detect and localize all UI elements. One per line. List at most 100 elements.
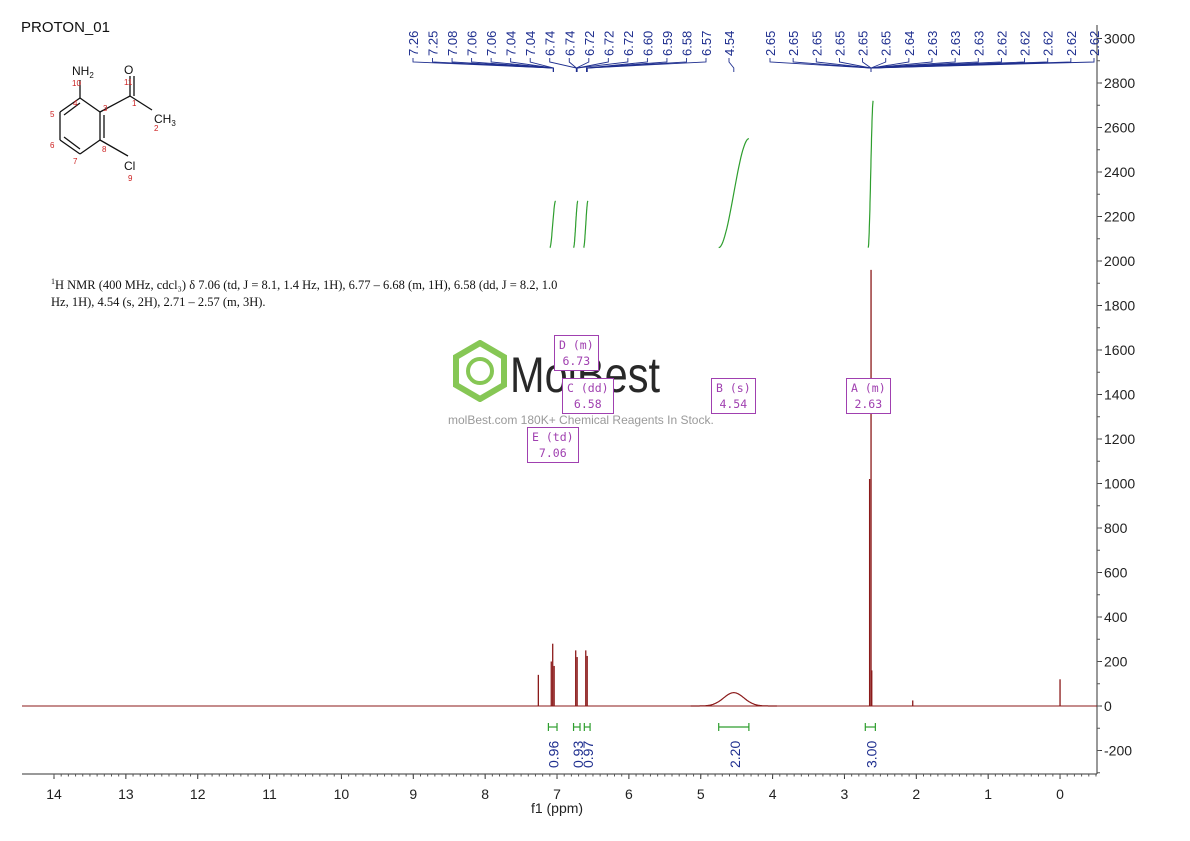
x-tick-label: 14 bbox=[46, 786, 62, 802]
peak-label-leader bbox=[870, 58, 1095, 72]
chlorine-label: Cl bbox=[124, 159, 135, 173]
x-tick-label: 3 bbox=[841, 786, 849, 802]
y-tick-label: 600 bbox=[1104, 565, 1128, 581]
y-tick-label: 1400 bbox=[1104, 387, 1135, 403]
integral-curve bbox=[573, 200, 579, 249]
nucleus-superscript: 1 bbox=[51, 277, 55, 286]
multiplet-shift: 7.06 bbox=[538, 446, 567, 460]
atom-index-6: 6 bbox=[50, 141, 55, 150]
peak-label: 2.63 bbox=[948, 31, 963, 56]
nh2-label: NH2 bbox=[72, 64, 94, 80]
y-tick-label: 1200 bbox=[1104, 431, 1135, 447]
peak-label: 6.74 bbox=[543, 31, 558, 56]
multiplet-name: B (s) bbox=[716, 381, 751, 395]
x-tick-label: 12 bbox=[190, 786, 206, 802]
atom-index-3: 3 bbox=[103, 104, 108, 113]
integral-bars: 0.96 0.930.97 2.20 3.00 bbox=[546, 723, 879, 768]
spectrum-broad-peak bbox=[690, 691, 777, 707]
integral-curves bbox=[549, 100, 874, 249]
atom-index-9: 9 bbox=[128, 174, 133, 183]
atom-index-11: 11 bbox=[124, 78, 133, 87]
y-tick-label: 0 bbox=[1104, 698, 1112, 714]
peak-label-leader bbox=[728, 58, 735, 72]
integral-curve bbox=[718, 138, 750, 249]
description-line-2: Hz, 1H), 4.54 (s, 2H), 2.71 – 2.57 (m, 3… bbox=[51, 295, 266, 310]
integral-value: 0.93 bbox=[570, 741, 586, 768]
peak-label: 6.60 bbox=[640, 31, 655, 56]
multiplet-name: C (dd) bbox=[567, 381, 609, 395]
peak-label: 2.63 bbox=[925, 31, 940, 56]
y-tick-label: -200 bbox=[1104, 743, 1132, 759]
nmr-description: 1H NMR (400 MHz, cdcl₃) δ 7.06 (td, J = … bbox=[51, 273, 611, 311]
peak-label: 2.62 bbox=[1041, 31, 1056, 56]
y-tick-label: 1600 bbox=[1104, 342, 1135, 358]
integral-curve bbox=[583, 200, 589, 249]
peak-label: 2.62 bbox=[1064, 31, 1079, 56]
x-tick-label: 6 bbox=[625, 786, 633, 802]
peak-label: 6.59 bbox=[660, 31, 675, 56]
atom-index-7: 7 bbox=[73, 157, 78, 166]
peak-label: 7.26 bbox=[406, 31, 421, 56]
y-tick-label: 1000 bbox=[1104, 476, 1135, 492]
x-tick-label: 2 bbox=[912, 786, 920, 802]
multiplet-name: D (m) bbox=[559, 338, 594, 352]
peak-label-leader bbox=[862, 58, 872, 72]
peak-label: 2.62 bbox=[1018, 31, 1033, 56]
x-tick-label: 5 bbox=[697, 786, 705, 802]
spectrum-title: PROTON_01 bbox=[21, 19, 110, 36]
multiplet-shift: 6.58 bbox=[573, 397, 602, 411]
peak-label: 2.65 bbox=[879, 31, 894, 56]
peak-label-leader bbox=[432, 58, 554, 72]
y-tick-label: 1800 bbox=[1104, 298, 1135, 314]
multiplet-box-b: B (s) 4.54 bbox=[711, 378, 756, 414]
peak-label: 7.08 bbox=[445, 31, 460, 56]
x-tick-label: 1 bbox=[984, 786, 992, 802]
molecule-drawing: NH2 O CH3 Cl 10 11 4 3 1 2 5 6 7 8 9 bbox=[50, 63, 176, 183]
peak-label: 6.57 bbox=[699, 31, 714, 56]
peak-label: 6.72 bbox=[582, 31, 597, 56]
x-tick-label: 7 bbox=[553, 786, 561, 802]
watermark-tagline: molBest.com 180K+ Chemical Reagents In S… bbox=[448, 413, 714, 427]
peak-label-leader bbox=[575, 58, 590, 72]
atom-index-1: 1 bbox=[132, 99, 137, 108]
multiplet-shift: 4.54 bbox=[719, 397, 748, 411]
molecule-structure: NH2 O CH3 Cl 10 11 4 3 1 2 5 6 7 8 9 bbox=[20, 60, 210, 195]
x-tick-label: 4 bbox=[769, 786, 777, 802]
multiplet-name: E (td) bbox=[532, 430, 574, 444]
y-tick-label: 2600 bbox=[1104, 120, 1135, 136]
peak-label-leader bbox=[792, 58, 872, 72]
integral-curve bbox=[549, 200, 557, 249]
x-tick-label: 8 bbox=[481, 786, 489, 802]
peak-label-leader bbox=[586, 58, 707, 72]
atom-index-10: 10 bbox=[72, 79, 81, 88]
peak-label-leader bbox=[451, 58, 554, 72]
x-tick-label: 0 bbox=[1056, 786, 1064, 802]
y-tick-label: 2800 bbox=[1104, 75, 1135, 91]
integral-value: 2.20 bbox=[727, 741, 743, 768]
multiplet-box-e: E (td) 7.06 bbox=[527, 427, 579, 463]
axes: 14 13 12 11 10 9 8 7 6 5 4 3 2 1 0f1 (ppm)-20002004006… bbox=[22, 25, 1135, 816]
atom-index-4: 4 bbox=[73, 99, 78, 108]
y-tick-label: 3000 bbox=[1104, 31, 1135, 47]
multiplet-box-c: C (dd) 6.58 bbox=[562, 378, 614, 414]
peak-label-leader bbox=[529, 58, 554, 72]
atom-index-2: 2 bbox=[154, 124, 159, 133]
peak-label: 6.74 bbox=[562, 31, 577, 56]
peak-label: 7.04 bbox=[523, 31, 538, 56]
peak-label-group: 7.26 7.25 7.08 7.06 7.06 7.04 7.04 6.74 6.74 6.72… bbox=[406, 31, 1102, 72]
peak-label: 7.25 bbox=[426, 31, 441, 56]
y-tick-label: 2000 bbox=[1104, 253, 1135, 269]
peak-label-leader bbox=[586, 58, 668, 72]
peak-label: 2.62 bbox=[1087, 31, 1102, 56]
description-line-1: H NMR (400 MHz, cdcl₃) δ 7.06 (td, J = 8… bbox=[55, 278, 558, 293]
integral-value: 0.96 bbox=[546, 741, 562, 768]
multiplet-shift: 2.63 bbox=[854, 397, 883, 411]
y-tick-label: 800 bbox=[1104, 520, 1128, 536]
multiplet-name: A (m) bbox=[851, 381, 886, 395]
peak-label: 7.04 bbox=[504, 31, 519, 56]
x-axis-label: f1 (ppm) bbox=[531, 800, 583, 816]
multiplet-box-a: A (m) 2.63 bbox=[846, 378, 891, 414]
x-tick-label: 9 bbox=[409, 786, 417, 802]
peak-label: 7.06 bbox=[465, 31, 480, 56]
